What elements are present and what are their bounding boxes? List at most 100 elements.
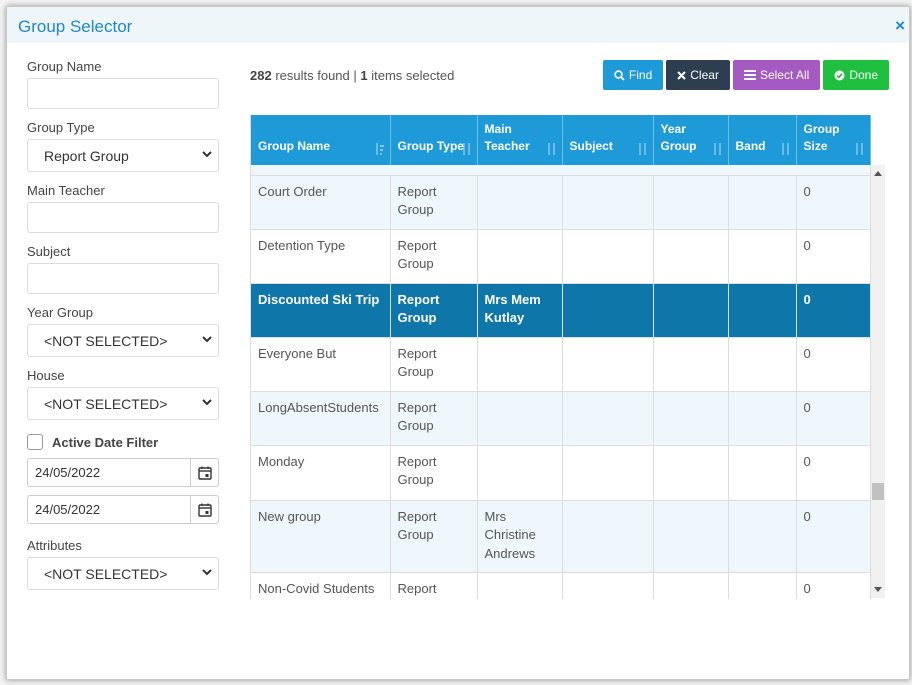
column-header[interactable]: Subject: [562, 115, 654, 165]
cell-subject: [562, 283, 654, 338]
results-summary: 282 results found | 1 items selected: [250, 68, 454, 83]
filter-panel: Group Name Group Type Report Group Main …: [27, 59, 221, 601]
close-icon[interactable]: ×: [895, 16, 905, 35]
attributes-select[interactable]: <NOT SELECTED>: [27, 557, 219, 590]
find-button[interactable]: Find: [602, 60, 664, 90]
date-from-field[interactable]: 24/05/2022: [27, 458, 219, 487]
year-group-value: <NOT SELECTED>: [44, 333, 168, 349]
subject-label: Subject: [27, 244, 71, 259]
cell-group-size: 0: [796, 175, 871, 230]
attributes-value: <NOT SELECTED>: [44, 566, 168, 582]
sort-icon: [547, 143, 555, 155]
cell-band: [728, 445, 797, 501]
check-circle-icon: [834, 70, 845, 80]
table-row[interactable]: Detention Type Report Group 0: [251, 229, 871, 284]
cell-year-group: [653, 391, 729, 446]
table-row[interactable]: Court Order Report Group 0: [251, 175, 871, 230]
main-teacher-label: Main Teacher: [27, 183, 105, 198]
house-label: House: [27, 368, 65, 383]
table-row[interactable]: New group Report Group Mrs Christine And…: [251, 500, 871, 573]
table-row[interactable]: Everyone But Report Group 0: [251, 337, 871, 392]
date-from-value: 24/05/2022: [35, 465, 101, 480]
cell-group-size: 0: [796, 572, 871, 599]
select-all-button[interactable]: Select All: [732, 60, 821, 90]
table-header-row: Group Name Group Type Main Teacher Subje…: [251, 115, 871, 165]
column-header[interactable]: Group Name: [251, 115, 391, 165]
cell-main-teacher: [477, 391, 563, 446]
cell-group-name: Monday: [251, 445, 391, 501]
cell-band: [728, 175, 797, 230]
column-header[interactable]: Main Teacher: [477, 115, 563, 165]
done-button[interactable]: Done: [823, 60, 889, 90]
table-row[interactable]: Non-Covid Students Report Group 0: [251, 572, 871, 599]
column-header[interactable]: Band: [728, 115, 797, 165]
cell-main-teacher: Mrs Mem Kutlay: [477, 283, 563, 338]
sort-icon: [713, 143, 721, 155]
sort-icon: [638, 143, 646, 155]
year-group-label: Year Group: [27, 305, 94, 320]
sort-icon: [781, 143, 789, 155]
cell-year-group: [653, 337, 729, 392]
results-found-text: results found |: [275, 68, 357, 83]
scroll-up-arrow-icon[interactable]: [874, 171, 882, 176]
house-select[interactable]: <NOT SELECTED>: [27, 387, 219, 420]
cell-group-name: LongAbsentStudents: [251, 391, 391, 446]
cell-band: [728, 500, 797, 573]
selected-count: 1: [360, 68, 368, 83]
year-group-select[interactable]: <NOT SELECTED>: [27, 324, 219, 357]
cell-group-type: Report Group: [390, 572, 478, 599]
cell-main-teacher: [477, 175, 563, 230]
list-icon: [743, 70, 756, 80]
cell-subject: [562, 500, 654, 573]
done-label: Done: [849, 68, 878, 82]
group-name-label: Group Name: [27, 59, 102, 74]
table-row[interactable]: LongAbsentStudents Report Group 0: [251, 391, 871, 446]
search-icon: [614, 69, 625, 81]
group-name-input[interactable]: [27, 78, 219, 109]
cell-group-size: 0: [796, 283, 871, 338]
calendar-icon[interactable]: [190, 459, 218, 486]
cell-group-name: Court Order: [251, 175, 391, 230]
cell-group-type: Report Group: [390, 500, 478, 573]
table-scrollbar[interactable]: [871, 165, 885, 598]
calendar-icon[interactable]: [190, 496, 218, 523]
clear-label: Clear: [690, 68, 719, 82]
select-all-label: Select All: [759, 68, 810, 82]
results-table: Group Name Group Type Main Teacher Subje…: [250, 115, 887, 599]
table-row[interactable]: Monday Report Group 0: [251, 445, 871, 501]
group-type-value: Report Group: [44, 148, 129, 164]
chevron-down-icon: [202, 151, 212, 158]
attributes-label: Attributes: [27, 538, 82, 553]
cell-year-group: [653, 175, 729, 230]
subject-input[interactable]: [27, 263, 219, 294]
sort-icon: [462, 143, 470, 155]
cell-main-teacher: Mrs Christine Andrews: [477, 500, 563, 573]
chevron-down-icon: [202, 399, 212, 406]
column-header[interactable]: Group Size: [796, 115, 871, 165]
cell-band: [728, 337, 797, 392]
cell-band: [728, 572, 797, 599]
cell-group-name: New group: [251, 500, 391, 573]
clear-button[interactable]: Clear: [666, 60, 730, 90]
sort-icon: [375, 143, 384, 155]
cell-year-group: [653, 283, 729, 338]
cell-group-type: Report Group: [390, 175, 478, 230]
scroll-thumb[interactable]: [872, 483, 884, 500]
cell-main-teacher: [477, 572, 563, 599]
cell-subject: [562, 229, 654, 284]
group-type-select[interactable]: Report Group: [27, 139, 219, 172]
scroll-down-arrow-icon[interactable]: [874, 587, 882, 592]
cell-group-size: 0: [796, 445, 871, 501]
cell-group-type: Report Group: [390, 283, 478, 338]
results-count: 282: [250, 68, 272, 83]
column-header[interactable]: Year Group: [653, 115, 729, 165]
chevron-down-icon: [202, 336, 212, 343]
find-label: Find: [628, 68, 653, 82]
cell-band: [728, 391, 797, 446]
date-to-field[interactable]: 24/05/2022: [27, 495, 219, 524]
table-row-selected[interactable]: Discounted Ski Trip Report Group Mrs Mem…: [251, 283, 871, 338]
cell-subject: [562, 175, 654, 230]
column-header[interactable]: Group Type: [390, 115, 478, 165]
active-date-filter-checkbox[interactable]: [27, 434, 43, 450]
main-teacher-input[interactable]: [27, 202, 219, 233]
